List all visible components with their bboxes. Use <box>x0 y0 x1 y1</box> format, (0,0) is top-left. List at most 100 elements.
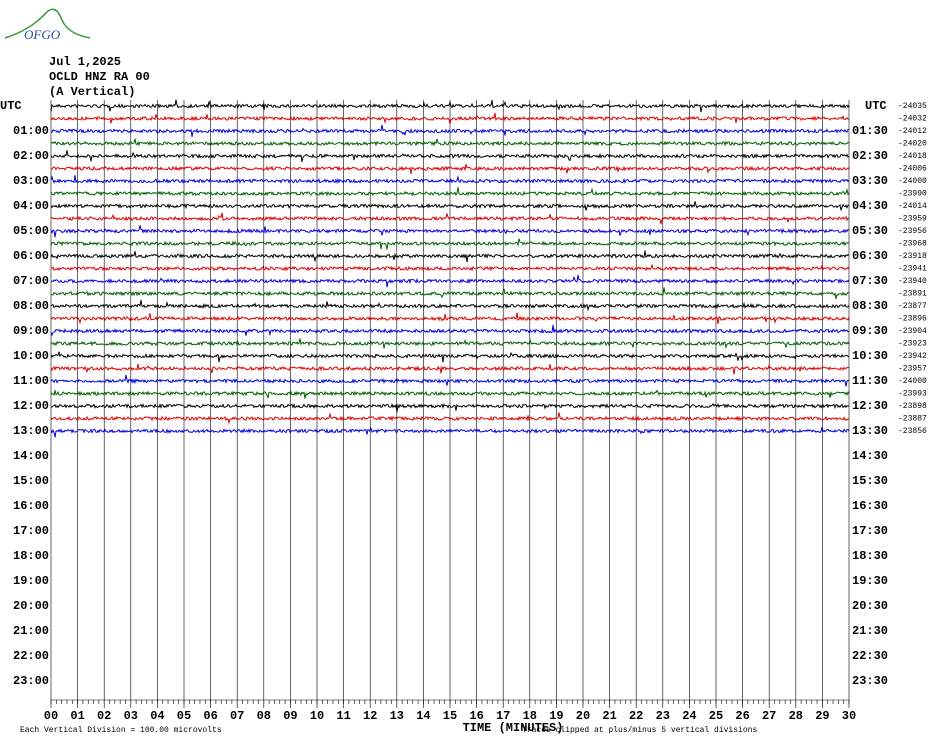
trace <box>50 225 850 238</box>
x-tick-label: 00 <box>44 709 58 723</box>
right-axis-label: UTC <box>865 99 887 113</box>
trace-offset: -24020 <box>898 140 927 149</box>
trace-offset: -23856 <box>898 427 927 436</box>
x-tick-label: 21 <box>602 709 616 723</box>
trace-offset: -23993 <box>898 390 927 399</box>
left-hour-label: 22:00 <box>13 649 49 663</box>
trace <box>50 412 850 425</box>
trace <box>50 374 850 387</box>
x-tick-label: 27 <box>762 709 776 723</box>
x-tick-label: 25 <box>709 709 723 723</box>
left-hour-label: 05:00 <box>13 224 49 238</box>
trace <box>50 112 850 125</box>
right-hour-label: 13:30 <box>852 424 888 438</box>
x-tick-label: 11 <box>336 709 350 723</box>
right-hour-label: 01:30 <box>852 124 888 138</box>
x-tick-label: 20 <box>576 709 590 723</box>
component: (A Vertical) <box>49 85 135 99</box>
trace-offset: -23887 <box>898 415 927 424</box>
trace-offset: -23957 <box>898 365 927 374</box>
right-hour-label: 14:30 <box>852 449 888 463</box>
left-hour-label: 13:00 <box>13 424 49 438</box>
station: OCLD HNZ RA 00 <box>49 70 150 84</box>
left-hour-label: 09:00 <box>13 324 49 338</box>
left-hour-label: 21:00 <box>13 624 49 638</box>
footnote: Each Vertical Division = 100.00 microvol… <box>20 726 222 735</box>
right-hour-label: 20:30 <box>852 599 888 613</box>
trace-offset: -23942 <box>898 352 927 361</box>
trace-offset: -23923 <box>898 340 927 349</box>
x-tick-label: 02 <box>97 709 111 723</box>
trace <box>50 201 850 211</box>
trace <box>50 324 850 337</box>
trace-offset: -23898 <box>898 402 927 411</box>
x-tick-label: 01 <box>70 709 84 723</box>
right-hour-label: 05:30 <box>852 224 888 238</box>
trace-offset: -23941 <box>898 265 927 274</box>
left-hour-label: 01:00 <box>13 124 49 138</box>
trace-offset: -23990 <box>898 190 927 199</box>
left-hour-label: 03:00 <box>13 174 49 188</box>
trace <box>50 299 850 312</box>
x-tick-label: 07 <box>230 709 244 723</box>
date: Jul 1,2025 <box>49 55 121 69</box>
trace <box>50 238 850 250</box>
right-hour-label: 22:30 <box>852 649 888 663</box>
left-hour-label: 08:00 <box>13 299 49 313</box>
right-hour-label: 10:30 <box>852 349 888 363</box>
left-hour-label: 23:00 <box>13 674 49 688</box>
right-hour-label: 02:30 <box>852 149 888 163</box>
x-tick-label: 06 <box>203 709 217 723</box>
left-hour-label: 16:00 <box>13 499 49 513</box>
left-hour-label: 19:00 <box>13 574 49 588</box>
trace <box>50 263 850 272</box>
trace <box>50 402 850 413</box>
left-hour-label: 02:00 <box>13 149 49 163</box>
right-hour-label: 09:30 <box>852 324 888 338</box>
trace <box>50 99 850 113</box>
x-tick-label: 05 <box>177 709 191 723</box>
trace-offset: -23877 <box>898 302 927 311</box>
x-tick-label: 13 <box>390 709 404 723</box>
trace-offset: -23959 <box>898 215 927 224</box>
left-hour-label: 20:00 <box>13 599 49 613</box>
x-tick-label: 09 <box>283 709 297 723</box>
trace <box>50 138 850 147</box>
trace-offset: -23918 <box>898 252 927 261</box>
logo-text: OFGO <box>24 27 61 42</box>
right-hour-label: 08:30 <box>852 299 888 313</box>
logo-curve <box>4 8 91 39</box>
right-hour-label: 21:30 <box>852 624 888 638</box>
trace-offset: -23891 <box>898 290 927 299</box>
trace-offset: -24032 <box>898 115 927 124</box>
trace-offset: -23904 <box>898 327 927 336</box>
x-tick-label: 14 <box>416 709 430 723</box>
right-hour-label: 06:30 <box>852 249 888 263</box>
x-tick-label: 29 <box>815 709 829 723</box>
right-hour-label: 17:30 <box>852 524 888 538</box>
left-hour-label: 06:00 <box>13 249 49 263</box>
trace-offset: -23968 <box>898 240 927 249</box>
x-axis-label: TIME (MINUTES) <box>463 721 564 735</box>
right-hour-label: 15:30 <box>852 474 888 488</box>
left-hour-label: 07:00 <box>13 274 49 288</box>
footnote: Traces clipped at plus/minus 5 vertical … <box>522 726 757 735</box>
x-tick-label: 04 <box>150 709 164 723</box>
trace <box>50 250 850 263</box>
trace <box>50 212 850 225</box>
x-tick-label: 16 <box>469 709 483 723</box>
left-axis-label: UTC <box>0 99 22 113</box>
trace <box>50 287 850 300</box>
right-hour-label: 11:30 <box>852 374 888 388</box>
trace <box>50 124 849 137</box>
x-tick-label: 18 <box>523 709 537 723</box>
x-tick-label: 19 <box>549 709 563 723</box>
trace-offset: -23940 <box>898 277 927 286</box>
trace-offset: -24018 <box>898 152 927 161</box>
trace-offset: -24000 <box>898 377 927 386</box>
trace <box>50 175 850 185</box>
trace-offset: -24012 <box>898 127 927 136</box>
trace-offset: -24035 <box>898 102 927 111</box>
x-tick-label: 23 <box>656 709 670 723</box>
left-hour-label: 11:00 <box>13 374 49 388</box>
